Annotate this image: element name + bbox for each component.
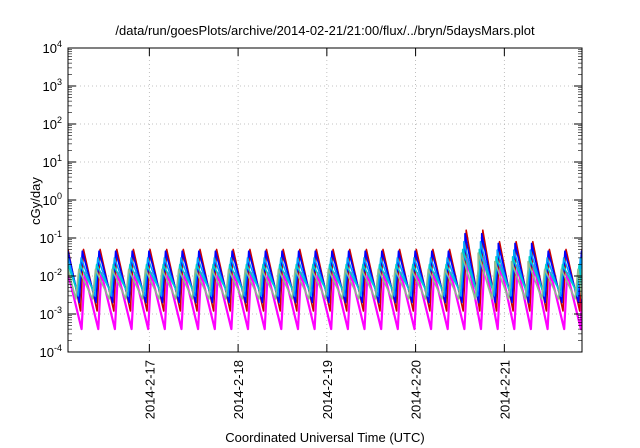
x-tick-label: 2014-2-20	[409, 360, 424, 419]
chart-title: /data/run/goesPlots/archive/2014-02-21/2…	[115, 23, 535, 38]
y-tick-label: 100	[43, 191, 62, 208]
y-tick-label: 101	[43, 153, 62, 170]
y-tick-label: 102	[43, 115, 62, 132]
x-tick-label: 2014-2-21	[497, 360, 512, 419]
y-ticks: 10-4 10-3 10-2 10-1 100 101 102 103 104	[40, 39, 582, 360]
y-tick-label: 10-3	[40, 305, 62, 322]
y-axis-label: cGy/day	[28, 177, 43, 225]
y-tick-label: 10-2	[40, 267, 62, 284]
y-tick-label: 10-1	[40, 229, 62, 246]
series-line	[68, 252, 582, 300]
x-tick-label: 2014-2-17	[142, 360, 157, 419]
x-tick-label: 2014-2-19	[320, 360, 335, 419]
series-group	[68, 229, 582, 331]
x-tick-label: 2014-2-18	[231, 360, 246, 419]
x-axis-label: Coordinated Universal Time (UTC)	[225, 430, 424, 445]
x-ticks: 2014-2-17 2014-2-18 2014-2-19 2014-2-20 2014…	[142, 48, 512, 419]
y-tick-label: 103	[43, 77, 62, 94]
y-tick-label: 104	[43, 39, 62, 56]
y-tick-label: 10-4	[40, 343, 62, 360]
